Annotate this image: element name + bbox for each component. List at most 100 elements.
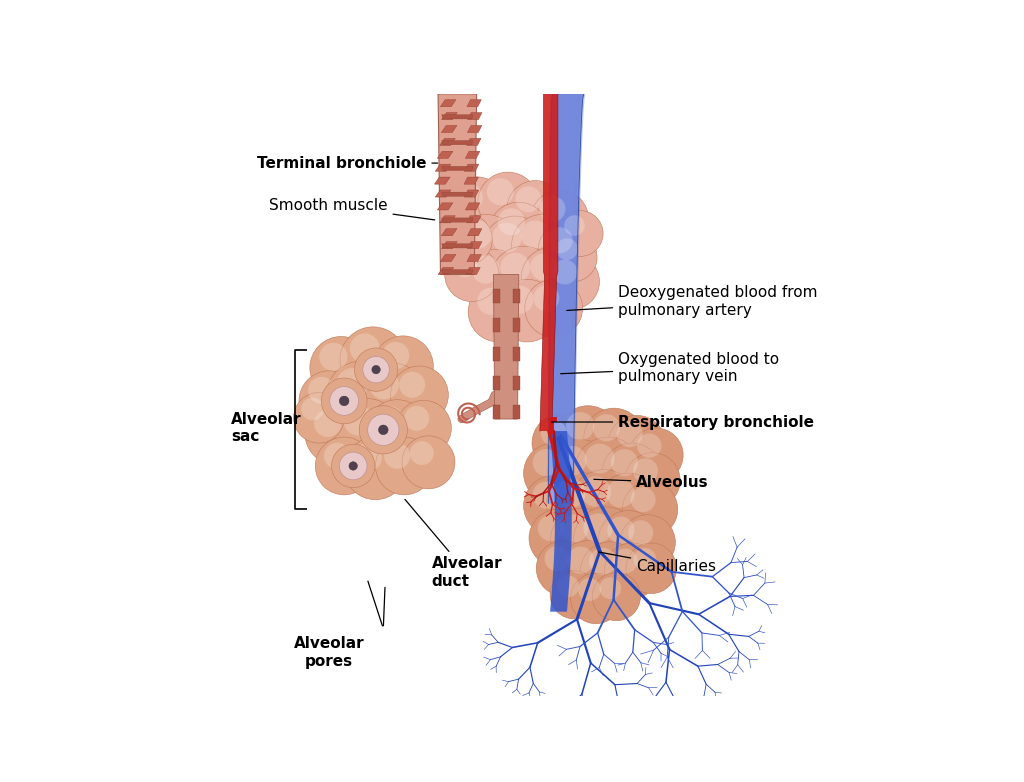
Polygon shape — [513, 404, 520, 419]
Circle shape — [637, 433, 662, 457]
Circle shape — [490, 246, 557, 313]
Circle shape — [556, 239, 578, 260]
Polygon shape — [437, 151, 453, 158]
Circle shape — [396, 400, 452, 456]
Circle shape — [512, 214, 574, 277]
Circle shape — [538, 221, 596, 279]
Circle shape — [350, 333, 380, 364]
Circle shape — [537, 540, 592, 596]
Circle shape — [566, 412, 594, 440]
Polygon shape — [441, 167, 473, 170]
Polygon shape — [439, 138, 456, 145]
Circle shape — [593, 414, 620, 441]
Circle shape — [592, 572, 640, 621]
Text: Alveolar
sac: Alveolar sac — [231, 412, 302, 444]
Circle shape — [607, 517, 635, 543]
Circle shape — [523, 475, 584, 536]
Polygon shape — [437, 203, 453, 210]
Polygon shape — [493, 346, 500, 361]
Circle shape — [629, 520, 653, 545]
Circle shape — [505, 285, 534, 314]
Circle shape — [570, 573, 622, 624]
Circle shape — [404, 406, 429, 431]
Circle shape — [382, 342, 410, 369]
Circle shape — [567, 547, 594, 574]
Circle shape — [464, 221, 492, 249]
Circle shape — [496, 279, 558, 342]
Circle shape — [501, 253, 530, 282]
Circle shape — [606, 479, 635, 508]
Circle shape — [455, 183, 483, 211]
Circle shape — [545, 546, 569, 571]
Circle shape — [354, 348, 397, 391]
Circle shape — [326, 361, 396, 431]
Circle shape — [589, 548, 616, 575]
Circle shape — [294, 393, 344, 443]
Circle shape — [530, 253, 557, 281]
Circle shape — [322, 378, 367, 424]
Polygon shape — [494, 274, 519, 419]
Polygon shape — [434, 177, 451, 185]
Polygon shape — [467, 138, 481, 145]
Circle shape — [541, 420, 566, 446]
Text: Oxygenated blood to
pulmonary vein: Oxygenated blood to pulmonary vein — [561, 352, 779, 384]
Polygon shape — [467, 228, 482, 236]
Circle shape — [344, 437, 407, 500]
Circle shape — [368, 414, 399, 446]
Circle shape — [552, 260, 578, 285]
Polygon shape — [467, 125, 482, 132]
Circle shape — [602, 443, 663, 504]
Circle shape — [402, 436, 455, 489]
Circle shape — [633, 458, 658, 483]
Polygon shape — [441, 244, 473, 248]
Circle shape — [634, 548, 656, 571]
Circle shape — [373, 336, 433, 396]
Circle shape — [337, 368, 368, 400]
Polygon shape — [513, 289, 520, 303]
Polygon shape — [467, 254, 481, 261]
Circle shape — [623, 482, 678, 537]
Circle shape — [384, 443, 411, 469]
Circle shape — [498, 208, 524, 235]
Circle shape — [604, 543, 659, 598]
Polygon shape — [440, 254, 456, 261]
Circle shape — [359, 363, 425, 429]
Circle shape — [547, 228, 572, 253]
Circle shape — [334, 399, 400, 466]
Circle shape — [523, 443, 584, 504]
Circle shape — [560, 515, 588, 543]
Text: Alveolar
duct: Alveolar duct — [404, 500, 502, 589]
Circle shape — [353, 443, 382, 472]
Circle shape — [410, 441, 434, 465]
Circle shape — [507, 181, 564, 239]
Circle shape — [390, 366, 449, 424]
Circle shape — [556, 479, 586, 508]
Circle shape — [299, 371, 359, 431]
Polygon shape — [435, 164, 451, 171]
Circle shape — [530, 190, 589, 248]
Circle shape — [478, 172, 538, 232]
Circle shape — [584, 408, 644, 468]
Circle shape — [515, 186, 542, 213]
Polygon shape — [513, 317, 520, 332]
Polygon shape — [468, 242, 482, 249]
Circle shape — [453, 253, 477, 277]
Circle shape — [399, 371, 425, 398]
Circle shape — [581, 476, 611, 507]
Circle shape — [472, 256, 500, 284]
Circle shape — [366, 400, 428, 462]
Circle shape — [557, 210, 603, 256]
Polygon shape — [493, 317, 500, 332]
Circle shape — [557, 446, 587, 475]
Circle shape — [362, 357, 389, 383]
Circle shape — [547, 472, 611, 537]
Circle shape — [492, 223, 522, 253]
Circle shape — [611, 449, 638, 476]
Polygon shape — [441, 242, 458, 249]
Circle shape — [324, 443, 350, 469]
Polygon shape — [493, 375, 500, 390]
Polygon shape — [441, 125, 457, 132]
Circle shape — [620, 515, 676, 570]
Polygon shape — [439, 216, 456, 223]
Polygon shape — [438, 267, 454, 274]
